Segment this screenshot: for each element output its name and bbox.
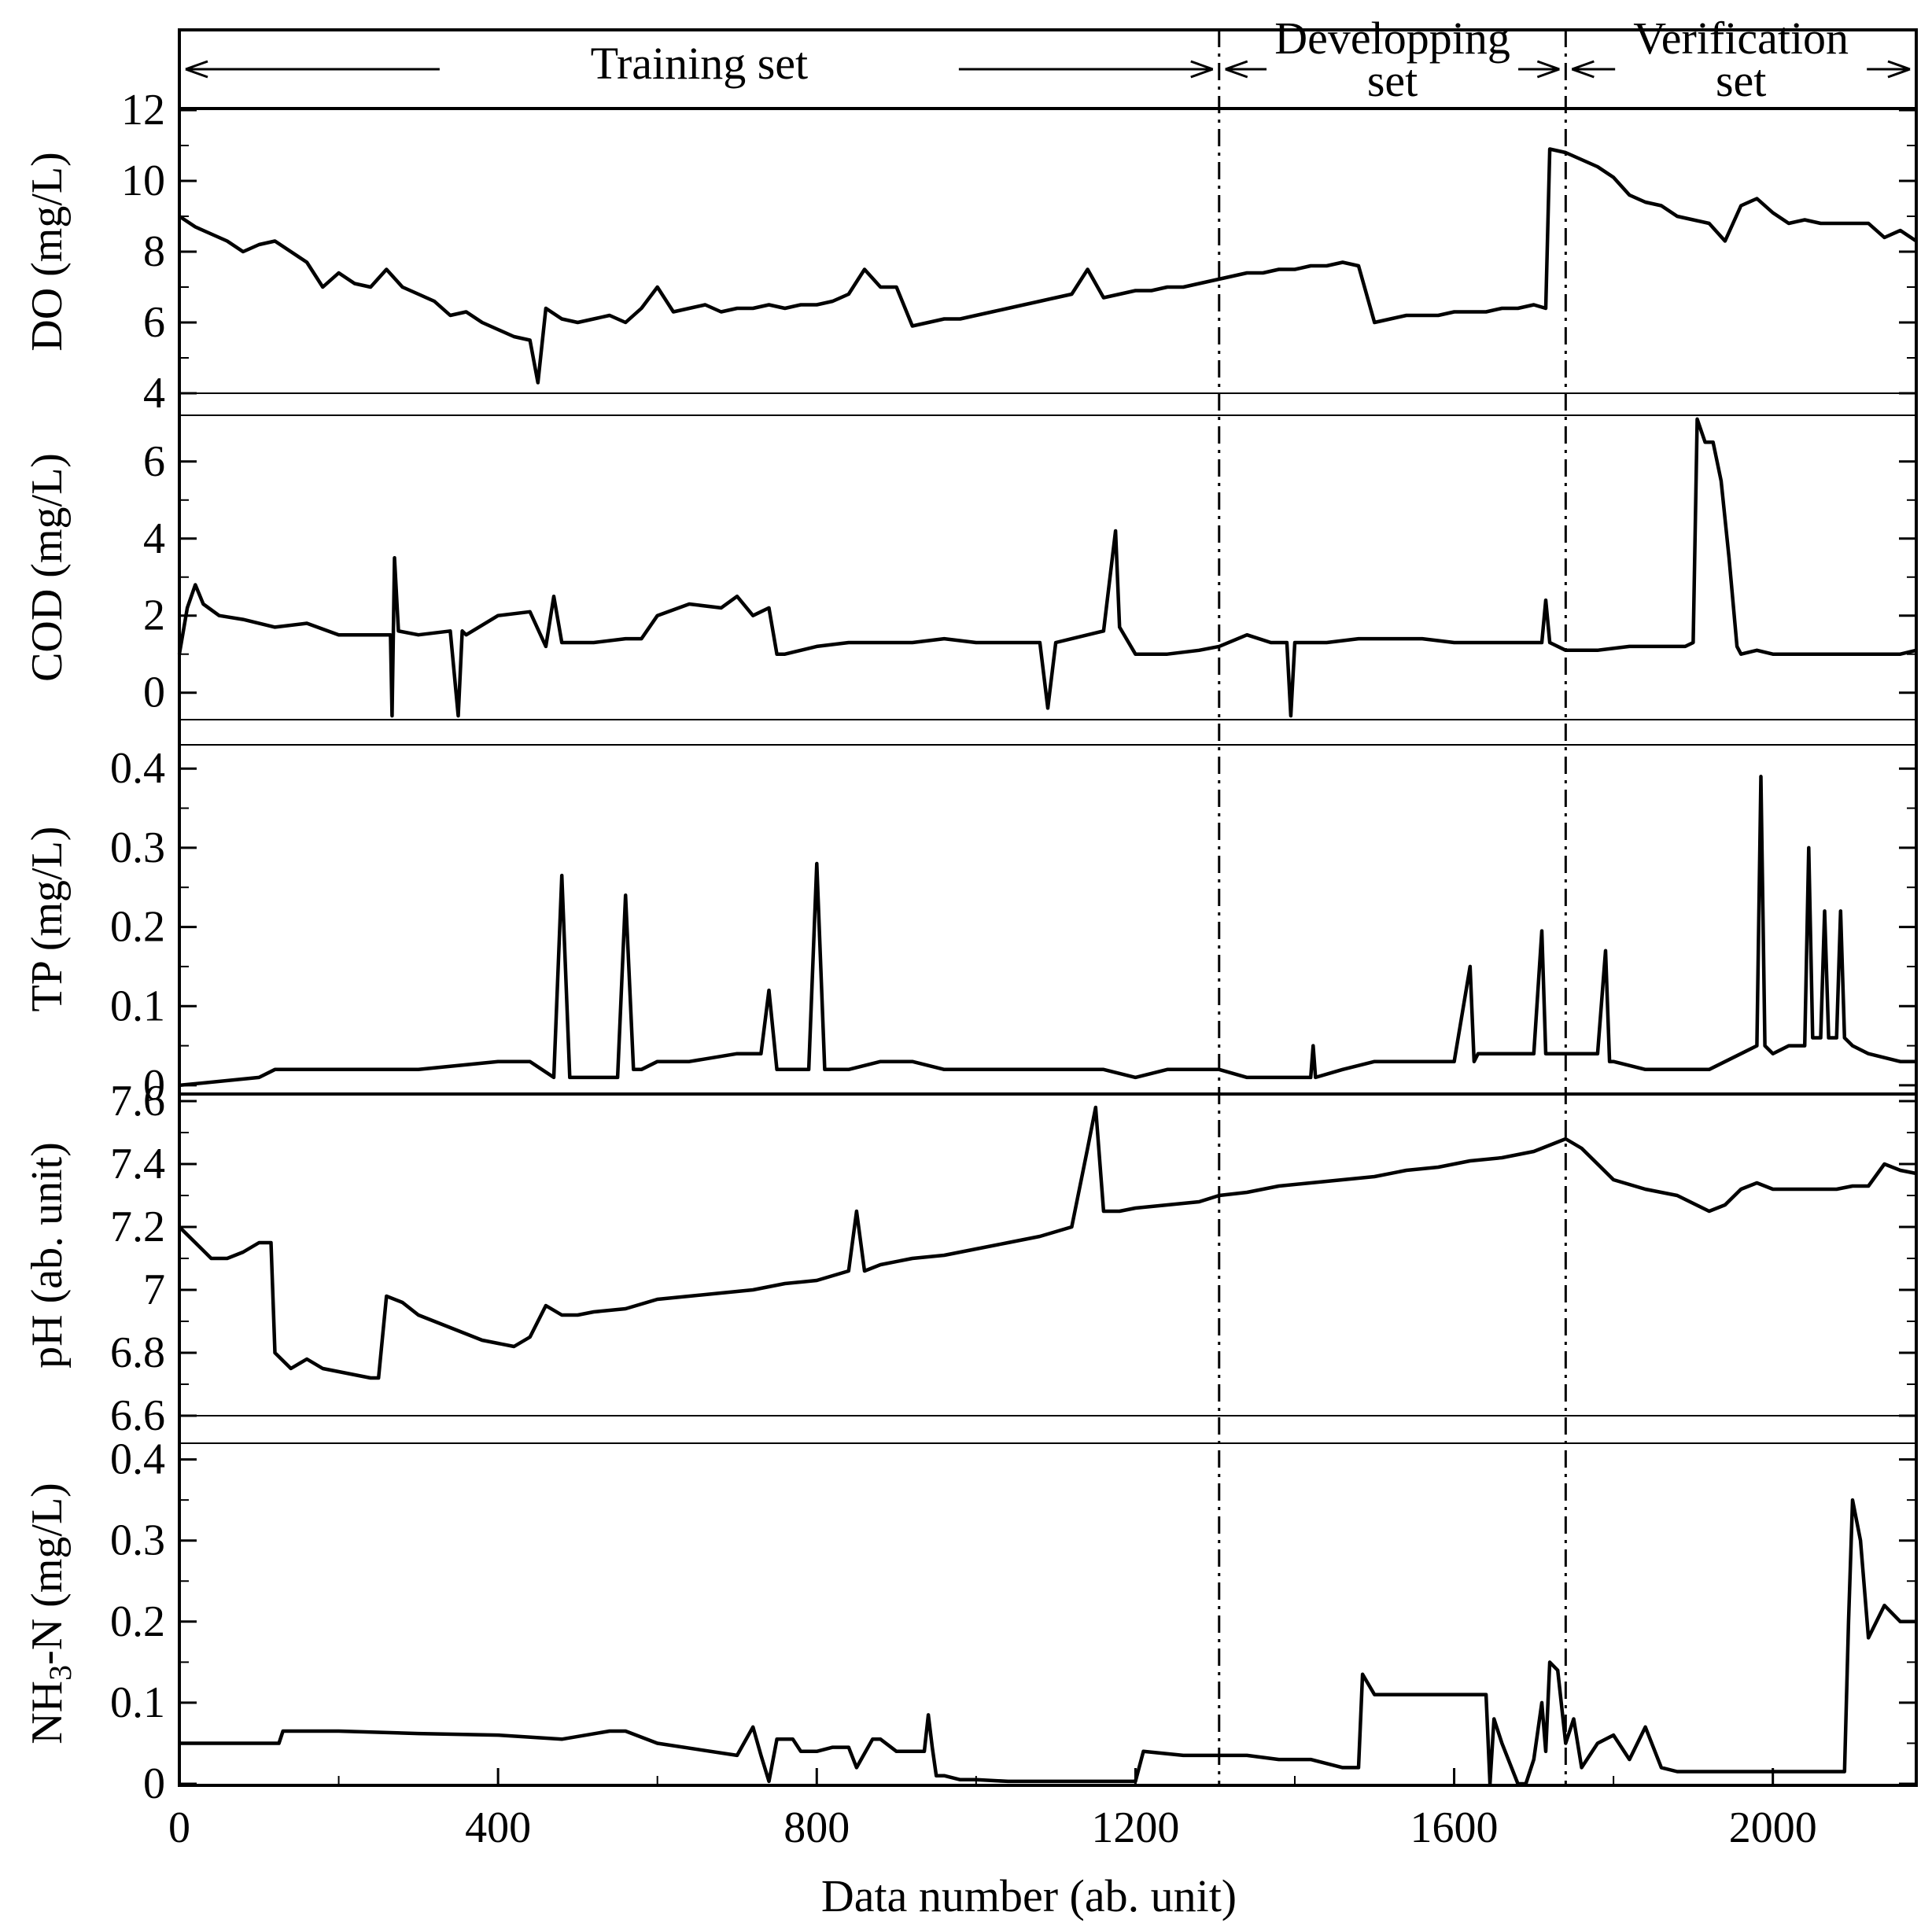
y-axis-label: DO (mg/L) xyxy=(23,152,72,352)
set-arrow-left-head xyxy=(1225,60,1248,79)
panel-cod: 0 2 4 6 COD (mg/L) xyxy=(23,414,1917,720)
set-label-line: set xyxy=(1716,55,1766,106)
set-arrow-left-head xyxy=(185,60,208,79)
y-tick-label: 0 xyxy=(143,1759,165,1808)
y-tick-label: 7 xyxy=(143,1265,165,1314)
series-line-nh3n xyxy=(179,1498,1916,1786)
y-tick-label: 0.4 xyxy=(110,1435,165,1484)
y-axis-label-part: -N (mg/L) xyxy=(23,1483,72,1665)
y-axis-label-part: NH xyxy=(23,1681,72,1744)
x-tick-label: 1600 xyxy=(1410,1803,1499,1852)
y-tick-label: 4 xyxy=(143,514,165,563)
panel-ph: 6.6 6.8 7 7.2 7.4 7.6 pH (ab. unit) xyxy=(23,1077,1917,1440)
y-tick-label: 12 xyxy=(121,86,165,134)
x-axis-label: Data number (ab. unit) xyxy=(821,1870,1237,1921)
panels: 4 6 8 10 12 DO (mg/L) 0 2 4 6 COD (mg/L) 0 0.1 0.2 0.3… xyxy=(23,86,1918,1808)
set-arrow-right-head xyxy=(1887,60,1911,79)
set-label-1: Training set xyxy=(591,38,809,89)
x-tick-label: 0 xyxy=(168,1803,190,1852)
y-tick-label: 0 xyxy=(143,1061,165,1110)
set-label-group-3: Verification set xyxy=(1571,13,1911,106)
y-tick-label: 10 xyxy=(121,157,165,205)
y-tick-label: 0.1 xyxy=(110,1678,165,1727)
panel-tp: 0 0.1 0.2 0.3 0.4 TP (mg/L) xyxy=(23,744,1916,1110)
y-tick-label: 7.2 xyxy=(110,1203,165,1251)
y-tick-label: 6.8 xyxy=(110,1328,165,1377)
series-line-do xyxy=(178,147,1918,385)
panel-nh3n: 0 0.1 0.2 0.3 0.4 NH3-N (mg/L) xyxy=(23,1435,1916,1808)
panel-do: 4 6 8 10 12 DO (mg/L) xyxy=(23,86,1918,418)
y-tick-label: 0.4 xyxy=(110,744,165,793)
y-tick-label: 2 xyxy=(143,591,165,640)
set-label-line: set xyxy=(1367,55,1418,106)
set-arrow-left-head xyxy=(1571,60,1595,79)
set-label-line: Training set xyxy=(591,38,809,89)
y-tick-label: 0.1 xyxy=(110,982,165,1030)
x-tick-label: 2000 xyxy=(1729,1803,1817,1852)
series-line-tp xyxy=(179,775,1916,1088)
y-tick-label: 6.6 xyxy=(110,1391,165,1440)
x-tick-label: 400 xyxy=(465,1803,531,1852)
set-label-group-2: Developping set xyxy=(1225,13,1560,106)
frame-layer xyxy=(178,28,1918,1787)
y-axis-label: NH3-N (mg/L) xyxy=(23,1483,78,1744)
x-tick-label: 1200 xyxy=(1091,1803,1179,1852)
set-label-2: Developping set xyxy=(1274,13,1510,106)
y-tick-label: 0.2 xyxy=(110,1597,165,1646)
y-axis-label: TP (mg/L) xyxy=(23,827,72,1012)
y-tick-label: 0 xyxy=(143,669,165,717)
y-tick-label: 8 xyxy=(143,227,165,276)
set-label-line: Developping xyxy=(1274,13,1510,64)
y-tick-label: 6 xyxy=(143,298,165,347)
plot-frame xyxy=(178,28,1918,1787)
y-tick-label: 4 xyxy=(143,369,165,418)
set-arrow-right-head xyxy=(1190,60,1214,79)
x-tick-label: 800 xyxy=(783,1803,850,1852)
y-axis-label: COD (mg/L) xyxy=(23,453,72,682)
series-line-ph xyxy=(178,1105,1917,1380)
set-label-3: Verification set xyxy=(1633,13,1849,106)
y-tick-label: 6 xyxy=(143,437,165,486)
y-tick-label: 7.4 xyxy=(110,1140,165,1188)
set-arrow-right-head xyxy=(1536,60,1560,79)
set-label-line: Verification xyxy=(1633,13,1849,64)
y-tick-label: 0.2 xyxy=(110,903,165,952)
set-label-group-1: Training set xyxy=(185,38,1214,89)
y-tick-label: 7.6 xyxy=(110,1077,165,1125)
x-axis: 0 400 800 1200 1600 2000 xyxy=(168,1768,1817,1852)
y-axis-label: pH (ab. unit) xyxy=(23,1142,72,1369)
y-axis-label-subscript: 3 xyxy=(42,1665,78,1681)
series-line-cod xyxy=(177,417,1917,718)
y-tick-label: 0.3 xyxy=(110,1516,165,1565)
y-tick-label: 0.3 xyxy=(110,823,165,872)
